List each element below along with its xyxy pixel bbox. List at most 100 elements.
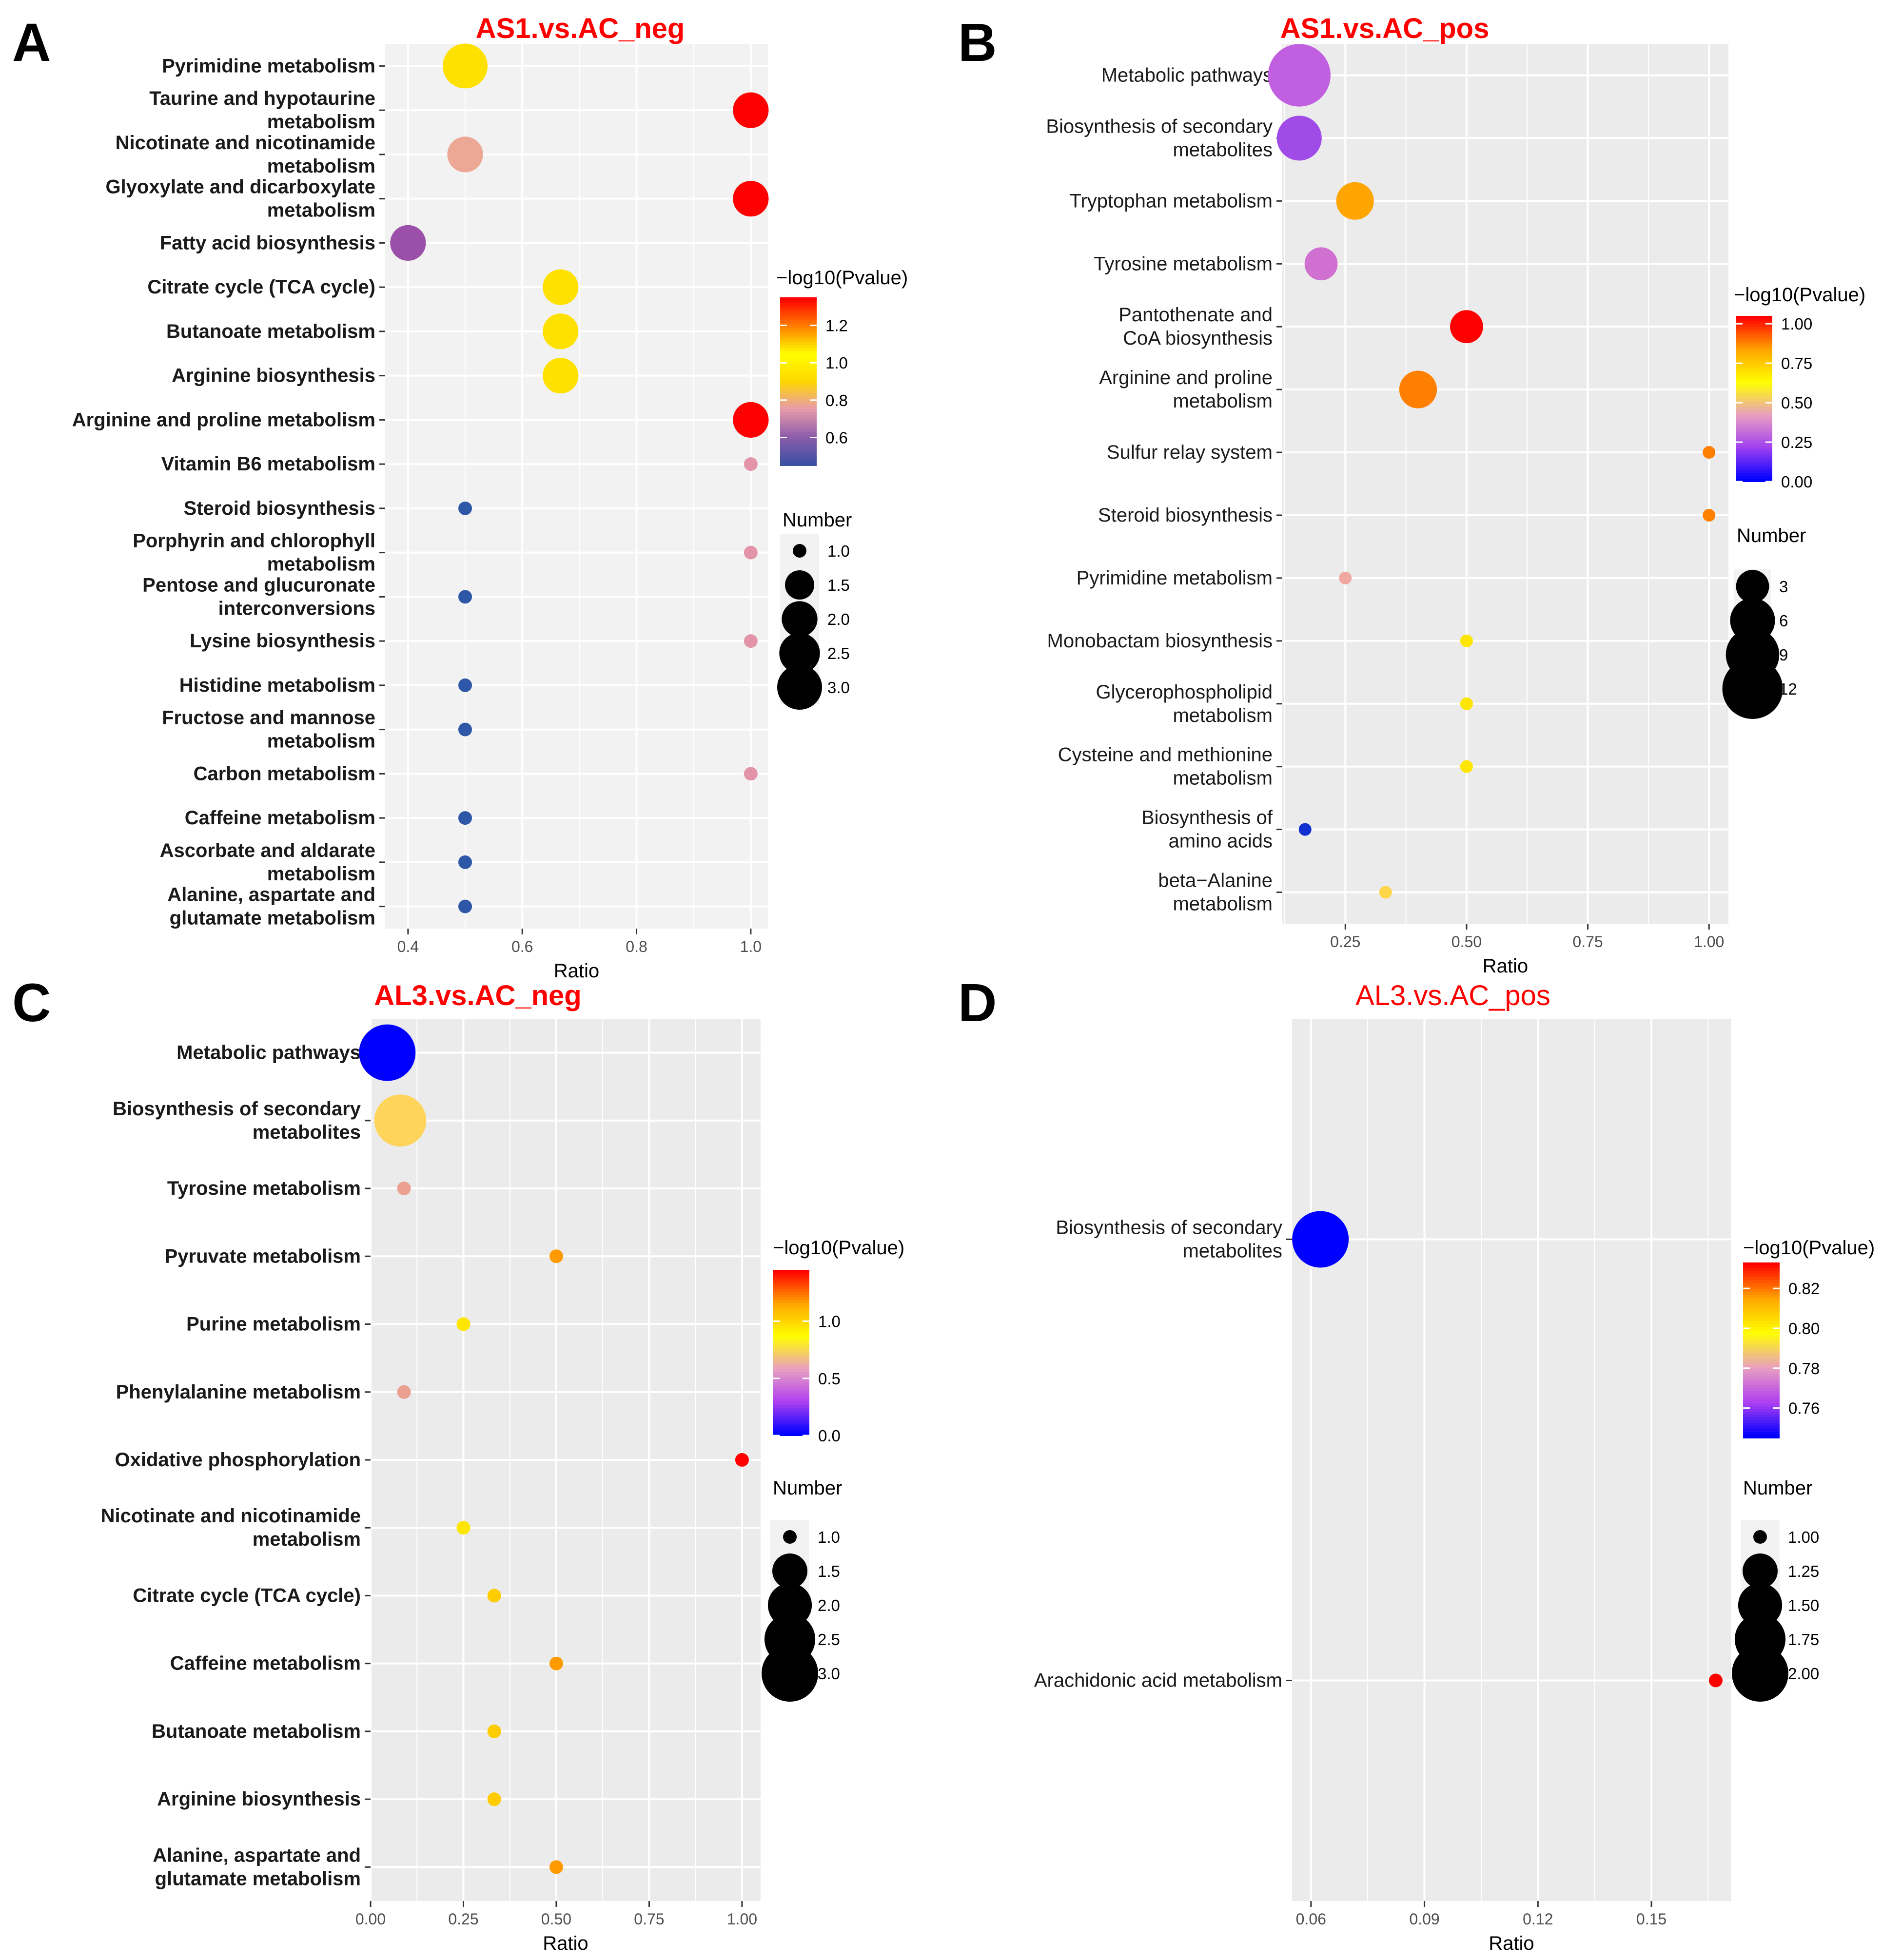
color-bar-segment (773, 1275, 809, 1279)
pathway-label: Arginine and proline metabolism (72, 409, 375, 430)
color-bar-segment (1743, 1365, 1780, 1368)
color-bar-segment (773, 1336, 809, 1339)
color-bar-segment (1736, 393, 1772, 397)
color-bar-segment (1736, 374, 1772, 377)
pathway-label: Glyoxylate and dicarboxylate (105, 176, 375, 198)
x-tick-label: 0.15 (1636, 1910, 1667, 1928)
size-legend-label: 1.5 (827, 576, 850, 594)
color-bar-segment (780, 421, 817, 424)
data-point (458, 678, 472, 692)
size-legend-title: Number (783, 509, 852, 531)
color-bar-segment (1736, 424, 1772, 427)
pathway-label: interconversions (218, 598, 375, 619)
color-bar-label: 0.76 (1788, 1399, 1820, 1417)
size-legend-title: Number (1743, 1477, 1812, 1499)
color-bar-segment (1743, 1295, 1780, 1298)
size-legend-dot (779, 633, 820, 674)
color-bar-segment (780, 432, 817, 435)
color-bar-segment (1736, 470, 1772, 474)
data-point (733, 180, 769, 217)
color-bar-segment (773, 1355, 809, 1359)
pathway-label: Histidine metabolism (179, 675, 375, 696)
color-bar-segment (773, 1375, 809, 1378)
color-bar-segment (780, 336, 817, 340)
pathway-label: Tryptophan metabolism (1070, 190, 1273, 212)
color-bar-segment (780, 328, 817, 331)
color-bar-segment (773, 1358, 809, 1361)
color-bar-segment (773, 1341, 809, 1345)
color-bar-segment (780, 454, 817, 458)
size-legend-label: 1.75 (1788, 1630, 1819, 1649)
pathway-label: metabolites (253, 1122, 361, 1143)
size-legend-title: Number (1737, 525, 1806, 546)
pathway-label: Vitamin B6 metabolism (161, 453, 375, 475)
color-bar-segment (1736, 360, 1772, 364)
color-bar-segment (1743, 1330, 1780, 1333)
data-point (744, 457, 758, 471)
color-bar-segment (780, 353, 817, 357)
size-legend-label: 1.0 (818, 1528, 840, 1546)
size-legend-label: 3.0 (827, 679, 850, 697)
chart-title: AS1.vs.AC_neg (476, 13, 685, 44)
pathway-label: metabolism (1173, 390, 1273, 412)
color-bar-segment (773, 1308, 809, 1312)
pathway-label: Butanoate metabolism (152, 1721, 361, 1742)
color-bar-segment (780, 317, 817, 320)
data-point (1276, 116, 1322, 161)
color-bar-segment (773, 1286, 809, 1290)
color-bar-segment (1743, 1280, 1780, 1283)
color-bar-segment (1736, 440, 1772, 444)
x-axis-title: Ratio (554, 960, 599, 982)
color-bar-segment (780, 365, 817, 368)
color-bar-segment (773, 1388, 809, 1392)
color-bar-segment (773, 1380, 809, 1384)
color-bar-segment (1736, 324, 1772, 328)
pathway-label: Glycerophospholipid (1096, 681, 1273, 703)
x-tick-label: 0.75 (1572, 933, 1603, 951)
color-bar-segment (773, 1433, 809, 1436)
data-point (1336, 182, 1374, 220)
color-bar-segment (1736, 343, 1772, 347)
color-bar-segment (773, 1394, 809, 1397)
chart-title: AL3.vs.AC_pos (1355, 980, 1550, 1011)
color-bar-segment (773, 1278, 809, 1281)
pathway-label: Biosynthesis of secondary (1056, 1217, 1282, 1239)
color-legend-title: −log10(Pvalue) (773, 1237, 904, 1259)
color-bar-segment (773, 1347, 809, 1351)
pathway-label: metabolism (267, 200, 375, 221)
pathway-label: Butanoate metabolism (166, 321, 375, 342)
color-bar-segment (1743, 1306, 1780, 1310)
color-bar-segment (1743, 1409, 1780, 1412)
color-bar-segment (780, 392, 817, 396)
color-bar-segment (780, 339, 817, 343)
data-point (543, 357, 579, 394)
size-legend-label: 2.0 (818, 1596, 840, 1614)
x-tick-label: 0.09 (1409, 1910, 1439, 1928)
data-point (458, 722, 472, 737)
color-bar-segment (773, 1289, 809, 1293)
color-bar-segment (780, 460, 817, 464)
color-bar-segment (773, 1283, 809, 1287)
x-tick-label: 1.00 (1694, 933, 1724, 951)
data-point (458, 501, 472, 515)
color-bar-segment (1736, 476, 1772, 480)
size-legend-label: 3 (1779, 578, 1788, 596)
color-bar-segment (780, 306, 817, 309)
x-tick-label: 1.00 (727, 1910, 757, 1928)
color-bar-segment (780, 350, 817, 354)
data-point (447, 136, 483, 173)
color-bar-segment (1736, 335, 1772, 339)
pathway-label: Arginine and proline (1099, 367, 1273, 388)
color-bar-segment (780, 463, 817, 466)
color-bar-segment (780, 378, 817, 382)
data-point (1379, 886, 1392, 899)
color-bar-segment (773, 1295, 809, 1298)
color-bar-segment (1736, 479, 1772, 482)
color-bar-segment (780, 311, 817, 315)
color-bar-segment (780, 297, 817, 301)
data-point (443, 43, 488, 89)
color-bar-segment (1736, 321, 1772, 325)
pathway-label: Steroid biosynthesis (184, 498, 375, 519)
pathway-label: Biosynthesis of secondary (1046, 116, 1273, 137)
color-bar-label: 0.5 (818, 1370, 841, 1388)
